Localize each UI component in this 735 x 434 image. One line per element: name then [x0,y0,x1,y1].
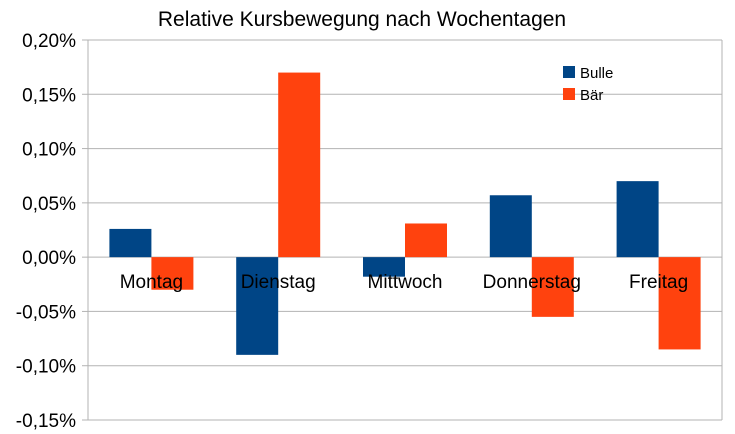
y-tick-label: 0,00% [22,248,76,269]
y-tick-label: 0,05% [22,194,76,215]
y-tick-label: -0,15% [16,411,76,432]
bar-baer-mittwoch [405,223,447,258]
legend-swatch [563,88,575,100]
legend: Bulle Bär [563,65,613,104]
bar-baer-donnerstag [531,257,574,317]
bar-baer-freitag [658,257,701,350]
bar-bulle-montag [109,228,152,258]
category-label: Mittwoch [368,272,443,293]
bar-bulle-donnerstag [489,195,532,258]
y-tick-label: 0,20% [22,31,76,52]
y-axis-ticks: 0,20% 0,15% 0,10% 0,05% 0,00% -0,05% -0,10% -0,… [16,31,76,432]
bar-baer-montag [151,257,194,290]
category-label: Montag [120,272,183,293]
y-tick-label: 0,15% [22,85,76,106]
bar-bulle-dienstag [236,257,279,355]
bar-bulle-mittwoch [363,257,405,277]
category-labels: Montag Dienstag Mittwoch Donnerstag Freitag [120,272,688,293]
bar-bulle-freitag [616,181,659,258]
legend-swatch [563,66,575,78]
chart-title: Relative Kursbewegung nach Wochentagen [158,8,566,31]
y-tick-label: 0,10% [22,140,76,161]
category-label: Donnerstag [483,272,581,293]
bars [109,72,701,355]
category-label: Dienstag [241,272,316,293]
legend-label: Bär [580,87,603,104]
bar-baer-dienstag [278,72,321,258]
y-tick-label: -0,10% [16,357,76,378]
y-tick-label: -0,05% [16,302,76,323]
legend-label: Bulle [580,65,613,82]
category-label: Freitag [629,272,688,293]
